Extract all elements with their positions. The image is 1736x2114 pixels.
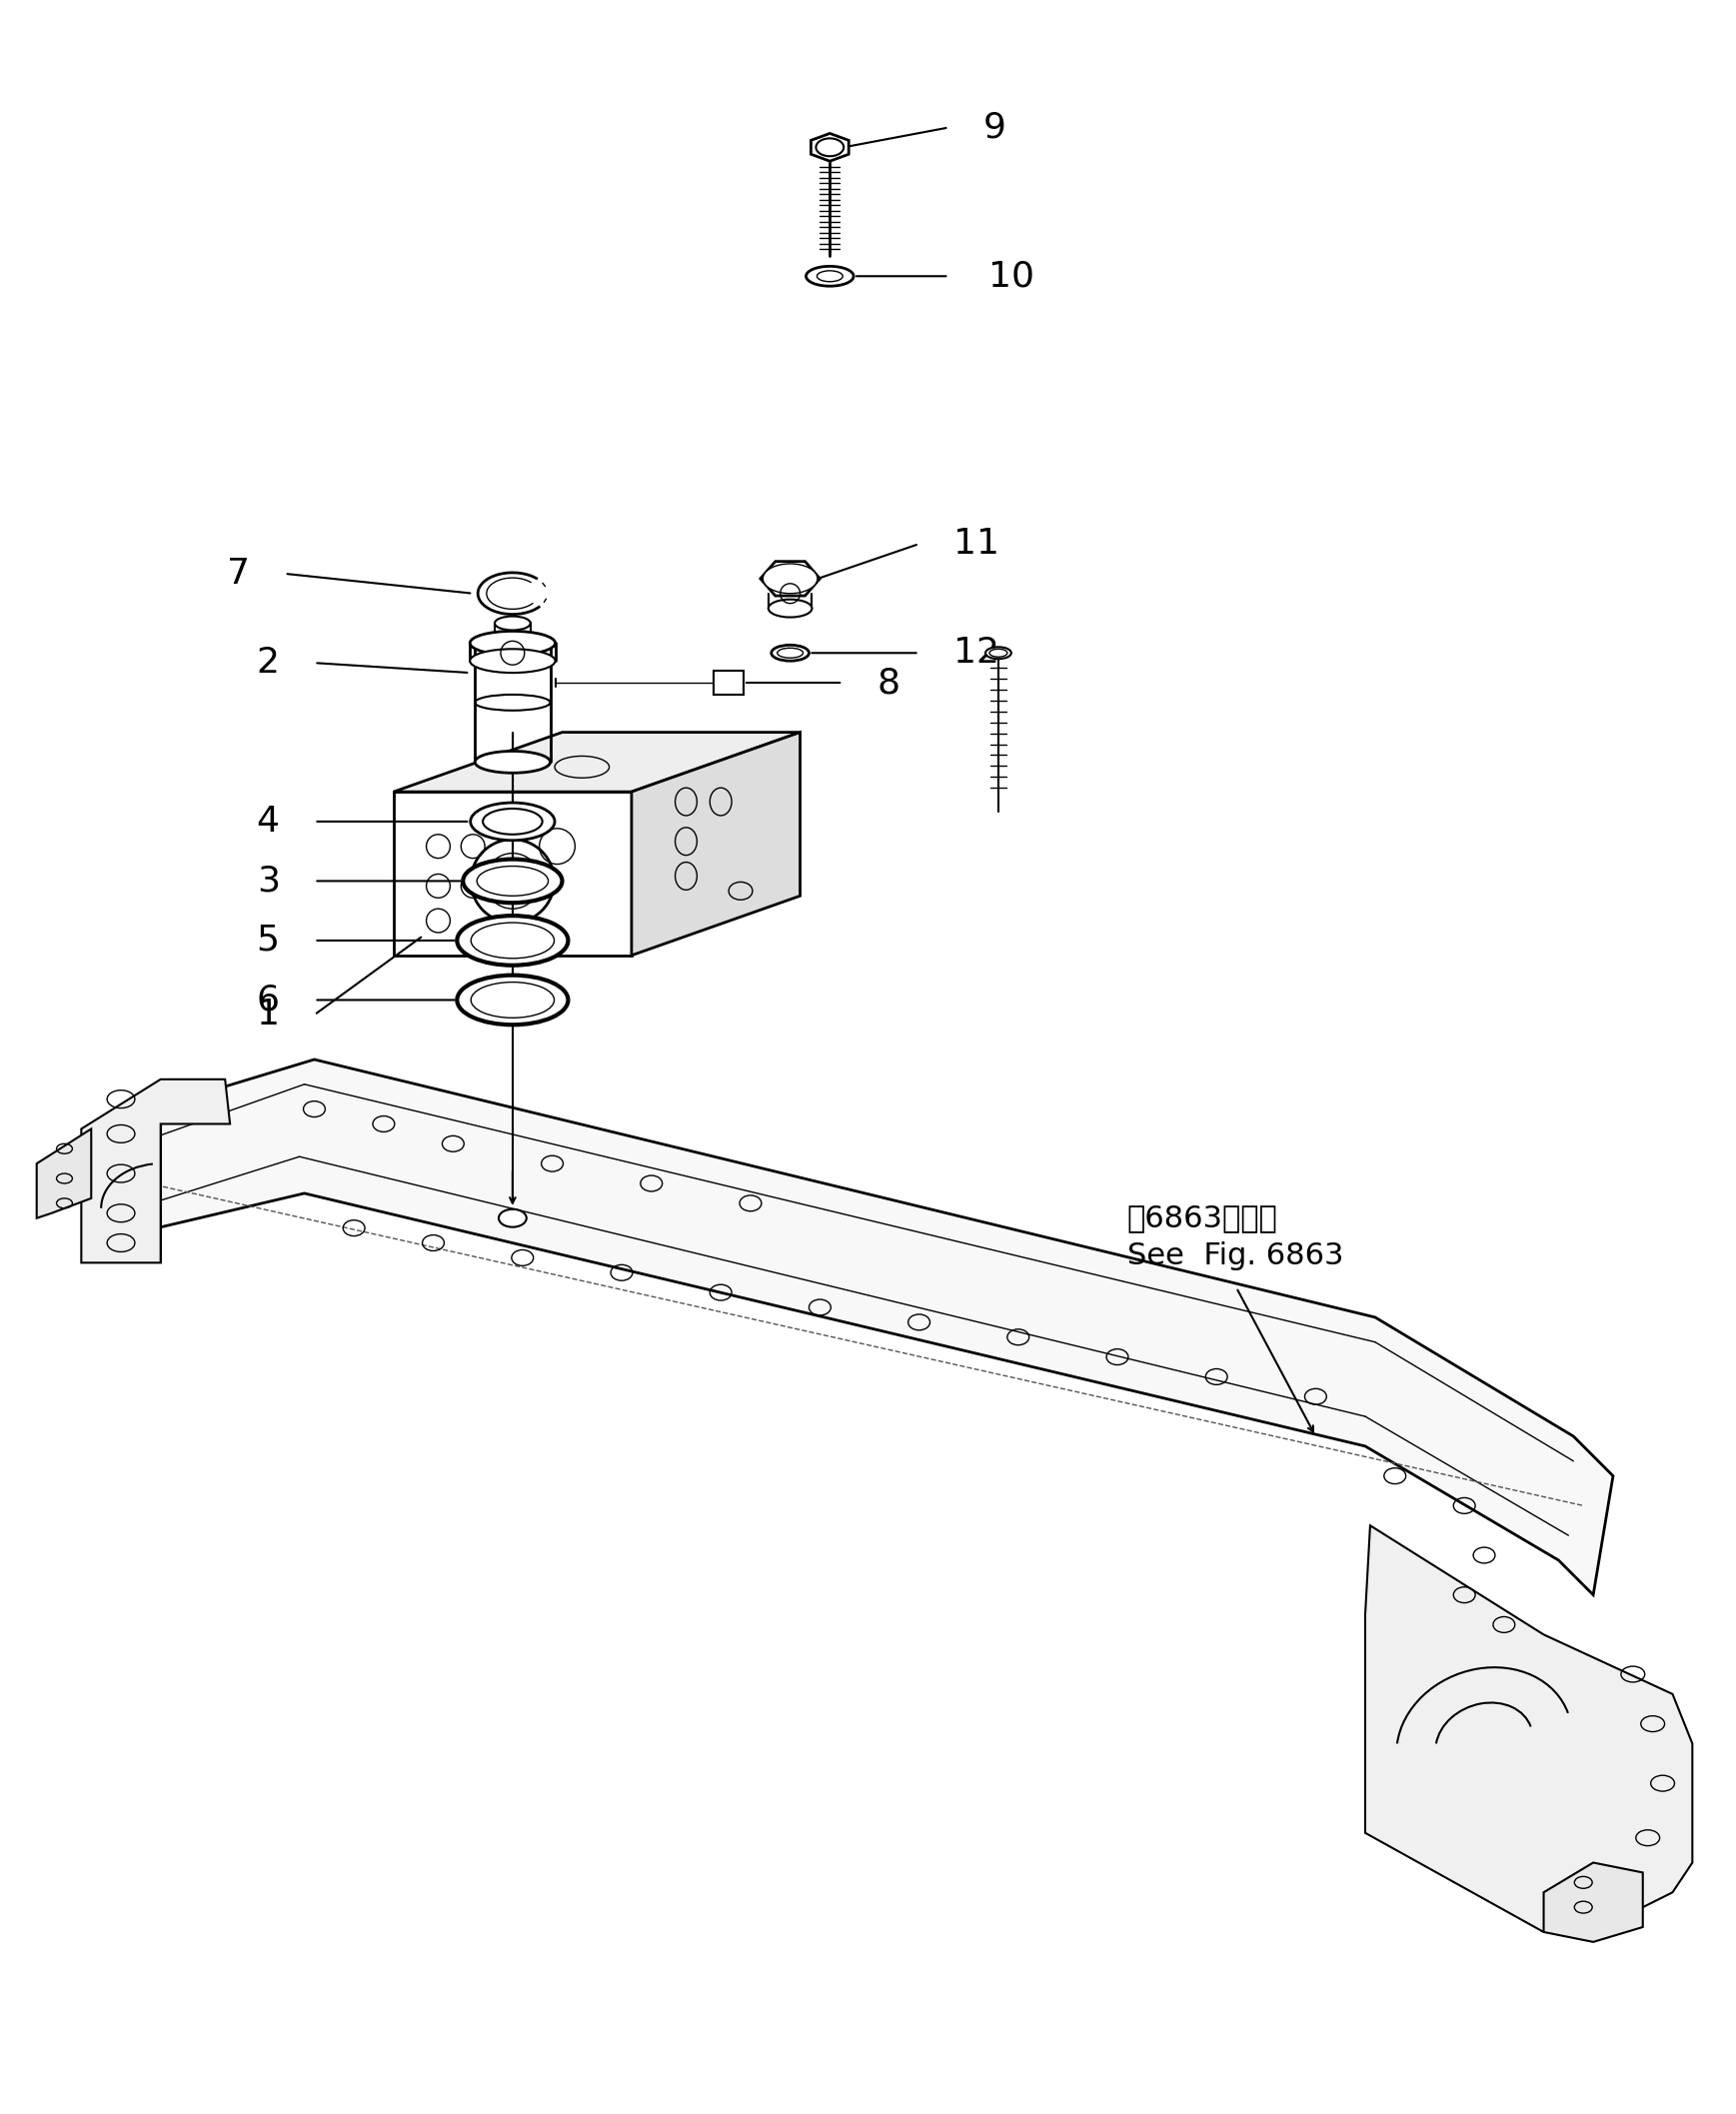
Ellipse shape: [483, 810, 542, 835]
Ellipse shape: [816, 137, 844, 156]
Polygon shape: [135, 1059, 1613, 1594]
Polygon shape: [82, 1080, 229, 1262]
Text: 5: 5: [257, 924, 279, 958]
Text: 8: 8: [877, 666, 901, 700]
Polygon shape: [760, 562, 819, 596]
Text: See  Fig. 6863: See Fig. 6863: [1127, 1241, 1344, 1271]
Ellipse shape: [476, 750, 550, 774]
Polygon shape: [811, 133, 849, 161]
Ellipse shape: [477, 867, 549, 896]
Ellipse shape: [990, 649, 1007, 657]
Ellipse shape: [778, 649, 804, 657]
Ellipse shape: [498, 1209, 526, 1226]
Text: 3: 3: [257, 865, 279, 898]
Ellipse shape: [771, 645, 809, 662]
Ellipse shape: [457, 975, 568, 1025]
Ellipse shape: [495, 617, 531, 630]
Ellipse shape: [762, 564, 818, 594]
Ellipse shape: [769, 600, 812, 617]
Ellipse shape: [457, 915, 568, 966]
Text: 11: 11: [953, 526, 1000, 560]
Ellipse shape: [818, 271, 842, 281]
Text: 1: 1: [257, 998, 279, 1032]
Ellipse shape: [470, 632, 556, 655]
Polygon shape: [713, 670, 743, 696]
Text: 4: 4: [257, 805, 279, 839]
Ellipse shape: [986, 647, 1012, 660]
Ellipse shape: [806, 266, 854, 285]
Text: 2: 2: [257, 647, 279, 681]
Text: 9: 9: [984, 110, 1007, 144]
Text: 7: 7: [227, 556, 250, 590]
Text: 12: 12: [953, 636, 1000, 670]
Text: 6: 6: [257, 983, 279, 1017]
Polygon shape: [394, 793, 632, 956]
Text: 10: 10: [988, 260, 1035, 294]
Ellipse shape: [470, 922, 554, 958]
Polygon shape: [36, 1129, 92, 1218]
Ellipse shape: [470, 983, 554, 1017]
Text: 第6863図参照: 第6863図参照: [1127, 1203, 1278, 1232]
Polygon shape: [632, 731, 800, 956]
Polygon shape: [1543, 1862, 1642, 1943]
Polygon shape: [394, 731, 800, 793]
Ellipse shape: [464, 858, 562, 903]
Ellipse shape: [470, 803, 556, 841]
Ellipse shape: [470, 649, 556, 672]
Polygon shape: [1364, 1526, 1693, 1932]
